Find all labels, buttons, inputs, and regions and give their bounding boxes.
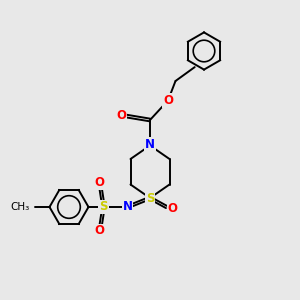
- Text: O: O: [163, 94, 173, 107]
- Text: O: O: [94, 176, 104, 190]
- Text: S: S: [146, 191, 154, 205]
- Text: CH₃: CH₃: [10, 202, 29, 212]
- Text: N: N: [122, 200, 133, 214]
- Text: O: O: [94, 224, 104, 238]
- Text: O: O: [116, 109, 127, 122]
- Text: O: O: [167, 202, 178, 215]
- Text: S: S: [99, 200, 108, 214]
- Text: N: N: [145, 137, 155, 151]
